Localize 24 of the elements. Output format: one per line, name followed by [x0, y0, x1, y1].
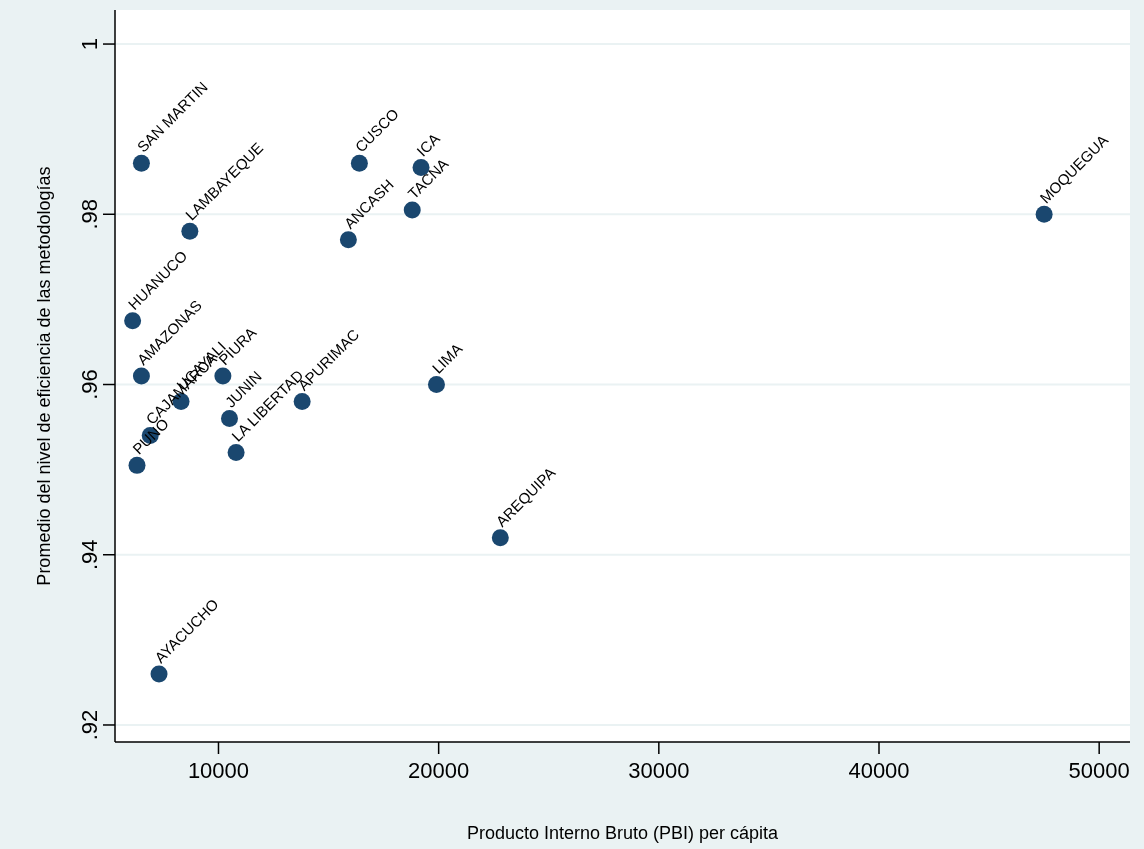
point: [339, 231, 357, 249]
x-tick-label: 10000: [187, 758, 250, 783]
point: [227, 444, 245, 462]
point: [491, 529, 509, 547]
x-tick-label: 50000: [1068, 758, 1130, 783]
annotation: ICA: [413, 129, 443, 160]
point: [128, 456, 146, 474]
y-tick-label: 1: [77, 37, 102, 51]
point: [1035, 205, 1053, 223]
y-tick-label: .92: [77, 709, 102, 741]
point: [350, 154, 368, 172]
y-tick-label: .96: [77, 369, 102, 400]
y-tick-label: .98: [77, 198, 102, 230]
point: [403, 201, 421, 219]
point: [150, 665, 168, 683]
x-axis-title: Producto Interno Bruto (PBI) per cápita: [466, 823, 780, 843]
x-tick-label: 40000: [848, 758, 910, 783]
x-tick-label: 30000: [628, 758, 690, 783]
y-tick-label: .94: [77, 539, 102, 571]
x-tick-label: 20000: [408, 758, 470, 783]
point: [427, 376, 445, 394]
point: [181, 222, 199, 240]
point: [132, 154, 150, 172]
y-axis-title: Promedio del nivel de eficiencia de las metodologías: [34, 166, 54, 586]
